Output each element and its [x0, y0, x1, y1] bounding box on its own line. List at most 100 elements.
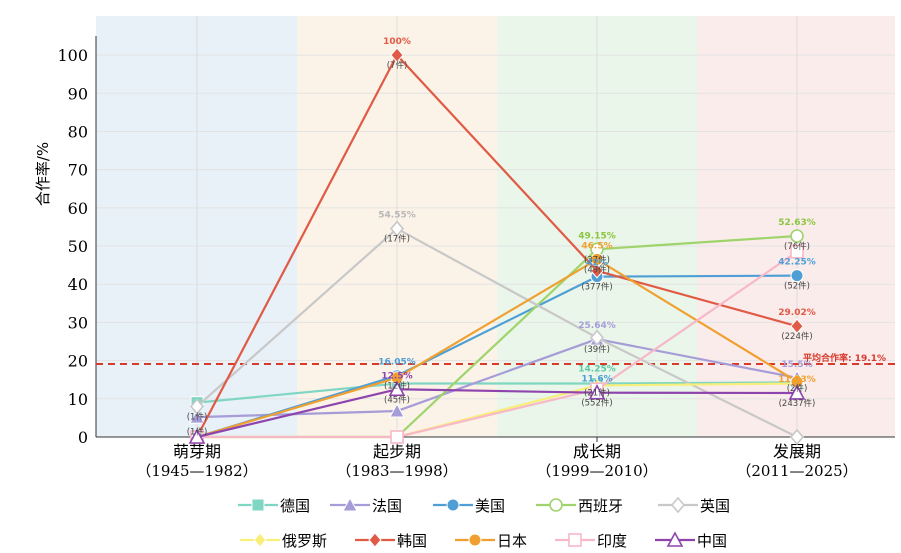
data-label-value: 11.53% — [778, 375, 816, 385]
data-point — [189, 409, 205, 424]
data-label-count: (2437件) — [779, 398, 816, 409]
y-tick-label: 0 — [78, 428, 88, 447]
data-label-count: (45件) — [384, 394, 410, 405]
data-point — [588, 384, 606, 400]
data-label-value: 16.05% — [378, 358, 416, 368]
legend-item: 俄罗斯 — [240, 532, 327, 550]
series-lines — [188, 47, 806, 446]
data-label-value: 49.15% — [578, 231, 616, 241]
legend-label: 德国 — [280, 497, 310, 515]
legend-label: 美国 — [475, 497, 505, 515]
data-label-count: (1件) — [187, 411, 208, 422]
data-label-count: (2件) — [787, 383, 808, 394]
legend-marker — [251, 498, 265, 512]
series-line — [196, 227, 798, 438]
y-tick-label: 30 — [68, 313, 88, 332]
y-axis-label: 合作率/% — [34, 142, 52, 206]
data-label-value: 12.5% — [381, 371, 412, 381]
data-label-value: 42% — [586, 259, 608, 269]
data-labels: 100% (7件) 54.55% (17件) 16.05% (12件)12.5% (45件)… — [187, 37, 816, 438]
data-point — [189, 398, 205, 415]
y-tick-label: 10 — [68, 390, 88, 409]
x-tick-sublabel: （1983—1998） — [336, 462, 457, 480]
x-tick-label: 成长期 — [573, 442, 621, 461]
y-tick-labels: 0 10 20 30 40 50 60 70 80 90 100 — [57, 46, 88, 447]
phase-band-4 — [697, 16, 895, 437]
legend-marker — [568, 533, 582, 547]
series-5 — [189, 220, 805, 446]
legend-marker — [342, 496, 358, 512]
legend-item: 印度 — [555, 532, 627, 550]
legend-label: 西班牙 — [578, 497, 623, 515]
data-point — [389, 402, 405, 418]
y-tick-label: 20 — [68, 352, 88, 371]
x-tick-sublabel: （2011—2025） — [736, 462, 857, 480]
legend-item: 日本 — [455, 532, 527, 550]
data-label-count: (17件) — [384, 234, 410, 245]
data-label-count: (39件) — [584, 344, 610, 355]
y-tick-label: 40 — [68, 275, 88, 294]
data-label-value: 29.02% — [778, 308, 816, 318]
legend-item: 韩国 — [355, 532, 427, 550]
x-tick-label: 起步期 — [373, 442, 421, 461]
data-label-count: (552件) — [581, 398, 612, 409]
legend-label: 俄罗斯 — [282, 532, 327, 550]
data-point — [590, 252, 604, 266]
data-label-value: 46.5% — [581, 241, 612, 251]
legend-label: 法国 — [372, 497, 402, 515]
y-tick-label: 70 — [68, 161, 88, 180]
legend-label: 印度 — [597, 532, 627, 550]
legend-item: 法国 — [330, 496, 402, 515]
y-tick-label: 90 — [68, 84, 88, 103]
data-point — [390, 47, 404, 63]
legend-label: 韩国 — [397, 532, 427, 550]
data-point — [188, 428, 206, 444]
data-label-count: (12件) — [384, 381, 410, 392]
legend-label: 中国 — [697, 532, 727, 550]
y-tick-label: 50 — [68, 237, 88, 256]
legend-marker — [549, 498, 563, 512]
data-label-count: (224件) — [781, 331, 812, 342]
data-label-value: 52.63% — [778, 218, 816, 228]
legend-item: 德国 — [238, 497, 310, 515]
series-line — [197, 250, 798, 439]
data-point — [390, 430, 404, 444]
data-point — [790, 269, 804, 283]
data-point — [790, 244, 804, 259]
data-label-count: (7件) — [387, 60, 408, 71]
series-line — [196, 53, 798, 438]
legend-item: 美国 — [433, 497, 505, 515]
data-label-count: (1件) — [187, 427, 208, 438]
series-line — [196, 381, 798, 404]
data-label-value: 11.6% — [581, 375, 612, 385]
data-point — [590, 263, 604, 279]
data-point — [790, 229, 804, 243]
legend-marker — [446, 498, 460, 512]
data-label-count: (37件) — [584, 254, 610, 265]
data-label-count: (52件) — [784, 281, 810, 292]
series-10 — [188, 380, 806, 444]
data-label-count: (21件) — [584, 388, 610, 399]
data-point — [789, 428, 805, 446]
data-label-value: 15.5% — [781, 360, 812, 370]
legend-marker — [670, 496, 686, 514]
data-label-value: 54.55% — [378, 211, 416, 221]
legend-label: 日本 — [497, 532, 527, 550]
data-point — [790, 318, 804, 334]
data-point — [389, 220, 405, 237]
data-label-count: (377件) — [581, 282, 612, 293]
reference-line-group: 平均合作率: 19.1% — [96, 352, 895, 366]
data-label-value: 42.25% — [778, 258, 816, 268]
data-label-value: 14.25% — [578, 365, 616, 375]
data-label-count: (76件) — [784, 241, 810, 252]
legend-item: 中国 — [655, 531, 727, 550]
y-tick-label: 60 — [68, 199, 88, 218]
series-line — [196, 388, 798, 439]
x-tick-labels: 萌芽期（1945—1982） 起步期（1983—1998） 成长期（1999—201… — [136, 437, 858, 480]
y-tick-label: 100 — [57, 46, 88, 65]
data-point — [788, 384, 806, 400]
legend-marker — [666, 531, 684, 547]
x-tick-label: 发展期 — [773, 442, 821, 461]
